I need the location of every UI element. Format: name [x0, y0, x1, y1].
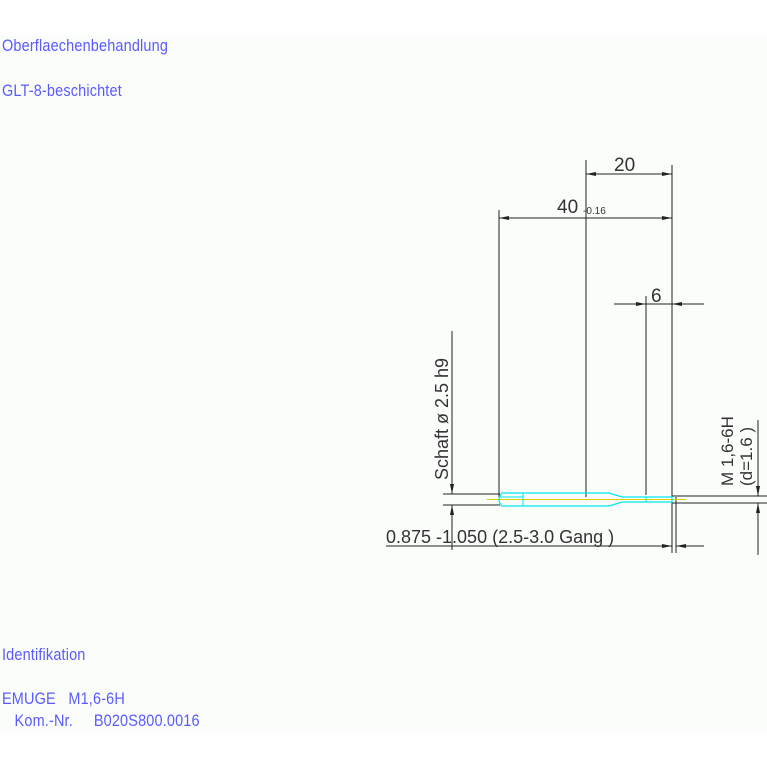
dim-40-text: 40: [557, 197, 578, 218]
identification-line-2: Kom.-Nr. B020S800.0016: [2, 711, 200, 730]
thread-size-text: M 1,6-6H: [718, 416, 737, 486]
identification-label: Identifikation: [2, 645, 86, 664]
thread-diameter-text: (d=1.6 ): [737, 427, 756, 486]
surface-treatment-value: GLT-8-beschichtet: [2, 81, 122, 100]
drawing-sheet: [0, 35, 767, 733]
identification-line-1: EMUGE M1,6-6H: [2, 689, 125, 708]
shank-diameter-text: Schaft ø 2.5 h9: [432, 358, 452, 480]
dim-20-text: 20: [614, 155, 635, 176]
dim-40-tolerance: -0.16: [583, 206, 606, 217]
surface-treatment-label: Oberflaechenbehandlung: [2, 36, 169, 55]
extension-lines: [443, 160, 767, 553]
core-diameter-text: 0.875 -1.050 (2.5-3.0 Gang ): [386, 527, 614, 547]
tap-outline: [487, 492, 686, 507]
dimension-lines: [386, 172, 760, 555]
dim-6-text: 6: [651, 286, 662, 307]
